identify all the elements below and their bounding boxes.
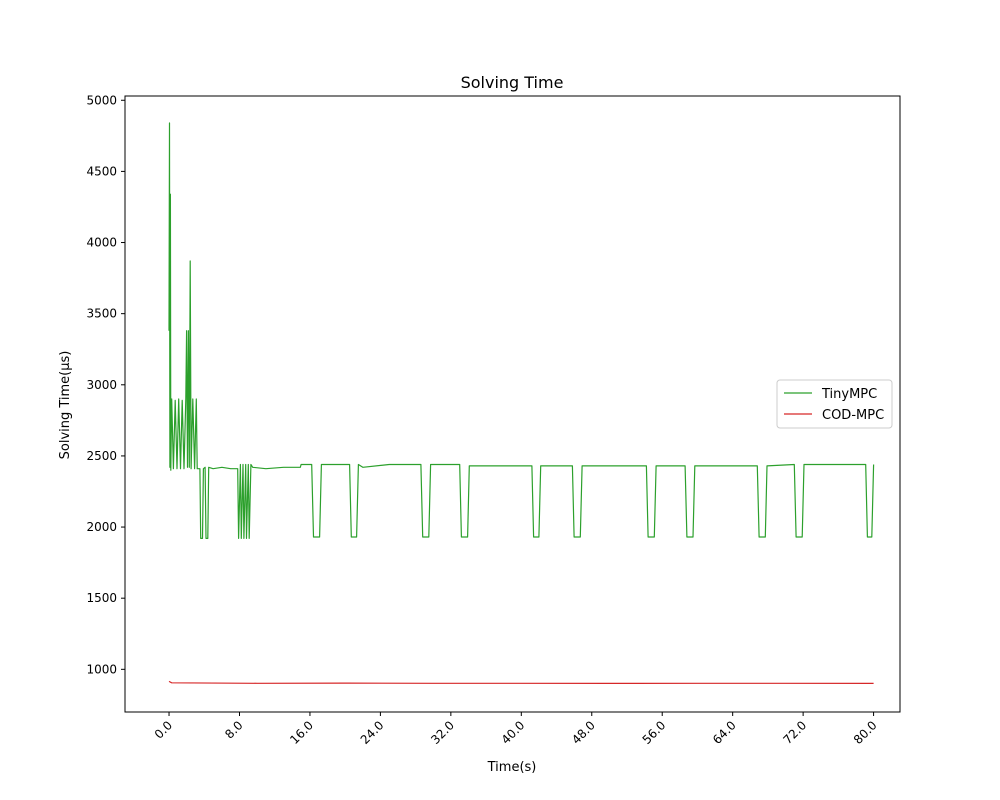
series-line-cod-mpc — [168, 680, 874, 684]
legend-label: TinyMPC — [821, 387, 877, 402]
plot-frame — [124, 95, 901, 713]
legend: TinyMPC COD-MPC — [776, 379, 893, 429]
y-tick-label: 5000 — [86, 93, 117, 107]
y-axis-label: Solving Time(μs) — [58, 351, 73, 460]
series-line-tinympc — [168, 122, 875, 539]
y-tick-label: 3000 — [86, 378, 117, 392]
y-tick-label: 2500 — [86, 449, 117, 463]
y-tick-label: 4500 — [86, 164, 117, 178]
y-tick-label: 4000 — [86, 236, 117, 250]
plot-area — [125, 96, 900, 712]
series-layer — [168, 122, 875, 684]
x-axis-label: Time(s) — [487, 760, 537, 775]
legend-box — [776, 379, 893, 429]
y-tick-label: 2000 — [86, 520, 117, 534]
y-tick-label: 3500 — [86, 307, 117, 321]
y-tick-label: 1500 — [86, 591, 117, 605]
legend-label: COD-MPC — [822, 408, 884, 423]
y-tick-label: 1000 — [86, 662, 117, 676]
chart-title: Solving Time — [461, 73, 564, 92]
y-axis: 1000 1500 2000 2500 3000 3500 4000 4500 5000 — [86, 93, 125, 676]
